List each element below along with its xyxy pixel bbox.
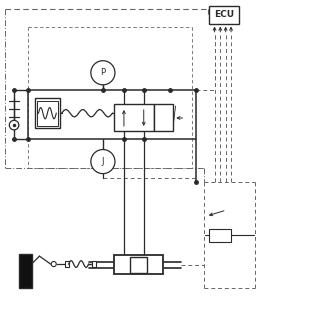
Bar (114, 255, 163, 274)
Bar (19, 253, 32, 288)
Bar (114, 105, 154, 132)
Text: ECU: ECU (214, 10, 234, 20)
Bar (130, 257, 147, 273)
Text: P: P (100, 68, 106, 77)
Bar (35, 98, 60, 128)
Bar (154, 105, 173, 132)
Circle shape (91, 61, 115, 85)
Circle shape (51, 261, 56, 267)
Bar (92, 261, 96, 267)
Circle shape (91, 149, 115, 174)
Bar (65, 261, 68, 267)
Text: J: J (102, 157, 104, 166)
Bar (37, 101, 58, 126)
Bar (209, 6, 239, 24)
Bar (209, 229, 231, 242)
Circle shape (9, 120, 19, 130)
